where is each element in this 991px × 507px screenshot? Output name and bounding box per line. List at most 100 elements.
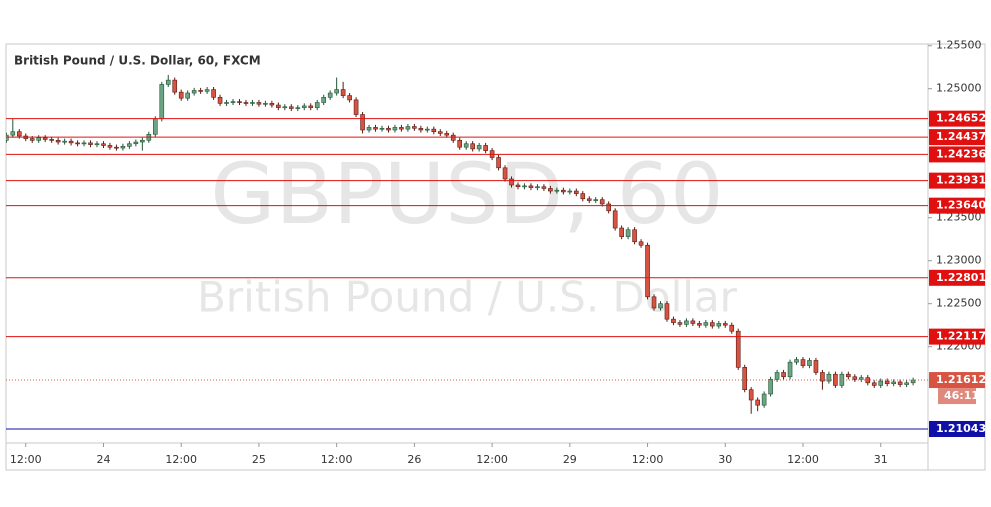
candle-body [107, 145, 113, 148]
level-tag-label: 1.24437 [936, 130, 986, 143]
candle-body [366, 127, 372, 131]
candle-body [178, 91, 184, 99]
watermark: GBPUSD, 60 [210, 145, 723, 243]
x-tick-label: 25 [252, 453, 266, 466]
x-tick-label: 12:00 [165, 453, 197, 466]
x-tick-label: 12:00 [10, 453, 42, 466]
candle-body [496, 157, 501, 169]
candle-body [224, 102, 229, 104]
candle-body [690, 320, 696, 324]
last-price-label: 1.21612 [936, 373, 986, 386]
candle-body [62, 140, 67, 143]
candle-body [204, 89, 210, 92]
candle-body [301, 105, 307, 108]
candle-body [684, 320, 689, 325]
x-tick-label: 30 [718, 453, 732, 466]
candle-body [412, 126, 417, 129]
level-tag-label: 1.24652 [936, 112, 986, 125]
candle-body [405, 126, 411, 130]
candle-body [94, 143, 100, 146]
level-tag [929, 146, 985, 163]
candle-body [522, 185, 527, 188]
candle-body [437, 131, 443, 134]
level-tag-label: 1.23640 [936, 199, 986, 212]
candle-body [761, 393, 767, 406]
candle-body [651, 296, 657, 309]
candle-body [140, 140, 145, 143]
candle-body [269, 103, 275, 106]
candle-body [10, 131, 16, 136]
candle-body [133, 141, 139, 145]
candle-body [282, 106, 288, 109]
candle-body [114, 146, 119, 149]
candle-body [198, 90, 203, 92]
candle-body [334, 89, 339, 94]
chart-title: British Pound / U.S. Dollar, 60, FXCM [14, 54, 261, 68]
x-tick-label: 12:00 [787, 453, 819, 466]
candle-body [658, 303, 663, 309]
x-tick-label: 12:00 [476, 453, 508, 466]
candle-body [677, 322, 683, 325]
candle-body [373, 127, 378, 130]
candle-body [379, 127, 385, 130]
candle-body [781, 372, 786, 378]
watermark-subtitle: British Pound / U.S. Dollar [197, 273, 738, 322]
candle-body [88, 142, 93, 145]
candle-body [502, 167, 508, 180]
candle-body [185, 92, 190, 99]
plot [6, 74, 916, 414]
candle-body [535, 186, 540, 189]
candle-body [716, 323, 722, 327]
candle-body [852, 376, 858, 380]
x-tick-label: 12:00 [632, 453, 664, 466]
candle-body [120, 146, 126, 149]
level-tag [929, 110, 985, 127]
x-tick-label: 29 [563, 453, 577, 466]
candle-body [463, 143, 469, 148]
candle-body [360, 114, 365, 131]
candle-body [289, 106, 294, 109]
candle-body [904, 382, 909, 385]
x-tick-label: 31 [874, 453, 888, 466]
level-tag [929, 197, 985, 214]
candle-body [425, 128, 430, 131]
candle-body [314, 102, 320, 108]
level-tag-label: 1.23931 [936, 174, 986, 187]
candle-body [897, 381, 903, 385]
candle-body [42, 137, 48, 140]
candle-body [593, 199, 599, 201]
candle-body [81, 142, 87, 145]
x-tick-label: 12:00 [321, 453, 353, 466]
candle-body [813, 360, 819, 373]
candle-body [457, 140, 463, 148]
candle-body [748, 389, 754, 401]
candle-body [68, 140, 74, 144]
candle-body [638, 241, 644, 246]
level-tag-label: 1.24236 [936, 147, 986, 160]
candle-body [910, 379, 916, 384]
candle-body [476, 145, 482, 150]
candle-body [340, 89, 346, 96]
candle-body [444, 133, 450, 136]
candle-body [230, 101, 236, 103]
level-tag-label: 1.22801 [936, 271, 986, 284]
candle-body [36, 137, 42, 141]
candle-body [664, 303, 670, 320]
y-tick-label: 1.25000 [936, 82, 982, 95]
candle-body [276, 104, 281, 108]
candle-body [16, 131, 22, 137]
candle-body [573, 190, 579, 194]
candle-body [431, 128, 437, 133]
candle-body [327, 92, 333, 98]
candle-body [884, 380, 890, 384]
candle-body [554, 189, 560, 192]
candle-body [606, 203, 611, 212]
candle-body [191, 90, 197, 94]
candle-body [548, 188, 553, 192]
candle-body [353, 99, 359, 115]
candle-body [386, 127, 391, 131]
candle-body [470, 143, 475, 150]
candle-body [211, 89, 216, 98]
candle-body [101, 143, 106, 146]
